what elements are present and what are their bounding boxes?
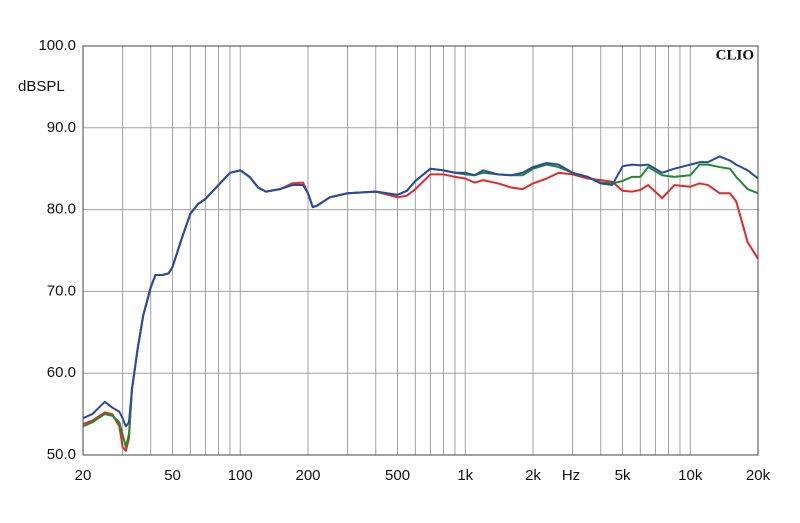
series-line (82, 155, 759, 428)
x-tick-label: 10k (678, 467, 703, 484)
x-tick-label: 500 (385, 467, 410, 484)
plot-frame (82, 45, 759, 456)
series-line (82, 169, 759, 452)
series-line (82, 163, 759, 448)
x-tick-label: 20 (75, 467, 92, 484)
y-axis-label: dBSPL (18, 78, 65, 95)
y-tick-label: 60.0 (47, 364, 76, 381)
watermark: CLIO (716, 47, 754, 63)
x-tick-label: 1k (457, 467, 473, 484)
x-tick-label: 50 (164, 467, 181, 484)
y-tick-label: 80.0 (47, 201, 76, 218)
y-tick-label: 50.0 (47, 446, 76, 463)
y-tick-label: 100.0 (38, 37, 76, 54)
x-axis-label: Hz (562, 467, 580, 484)
x-tick-label: 100 (228, 467, 253, 484)
x-tick-label: 20k (746, 467, 771, 484)
y-tick-label: 90.0 (47, 119, 76, 136)
x-tick-label: 200 (295, 467, 320, 484)
x-tick-label: 5k (615, 467, 631, 484)
x-tick-label: 2k (525, 467, 541, 484)
y-tick-label: 70.0 (47, 282, 76, 299)
